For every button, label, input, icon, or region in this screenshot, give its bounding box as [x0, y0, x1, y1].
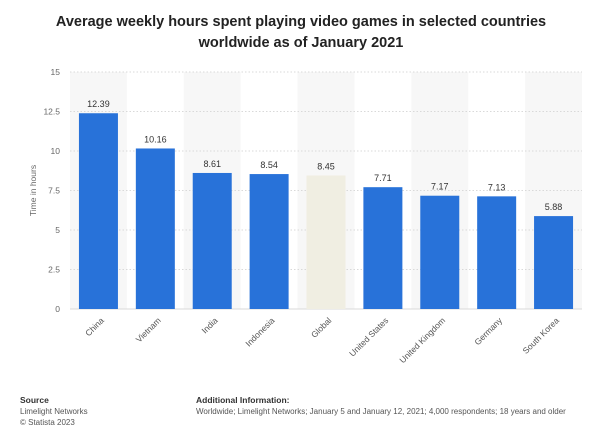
bar — [78, 113, 118, 309]
data-label: 8.45 — [317, 161, 335, 171]
data-label: 7.71 — [374, 173, 392, 183]
x-tick-label: United States — [347, 315, 390, 358]
y-tick-label: 10 — [51, 146, 61, 156]
x-tick-label: United Kingdom — [397, 315, 447, 365]
source-block: Source Limelight Networks © Statista 202… — [20, 395, 88, 428]
bar — [534, 216, 574, 309]
y-tick-label: 7.5 — [48, 186, 60, 196]
bar — [477, 196, 517, 309]
x-tick-label: South Korea — [520, 315, 561, 356]
y-axis-label: Time in hours — [28, 165, 38, 216]
data-label: 5.88 — [545, 202, 563, 212]
bar — [420, 195, 460, 309]
x-tick-label: Vietnam — [134, 315, 163, 344]
data-label: 10.16 — [144, 134, 167, 144]
data-label: 7.13 — [488, 182, 506, 192]
bar — [135, 148, 175, 309]
bar — [192, 172, 232, 309]
additional-info-block: Additional Information: Worldwide; Limel… — [196, 395, 566, 417]
data-label: 8.54 — [260, 160, 278, 170]
bar — [249, 174, 289, 309]
y-tick-label: 5 — [55, 225, 60, 235]
x-tick-label: Germany — [472, 315, 504, 347]
y-tick-label: 2.5 — [48, 265, 60, 275]
data-label: 8.61 — [203, 159, 221, 169]
bar — [363, 187, 403, 309]
y-tick-label: 12.5 — [43, 107, 60, 117]
x-tick-label: Indonesia — [243, 315, 276, 348]
source-line-copyright[interactable]: © Statista 2023 — [20, 418, 75, 427]
additional-info-text: Worldwide; Limelight Networks; January 5… — [196, 407, 566, 416]
chart-title: Average weekly hours spent playing video… — [55, 14, 547, 51]
x-tick-label: China — [83, 315, 106, 338]
x-tick-label: India — [200, 315, 220, 335]
additional-info-heading: Additional Information: — [196, 395, 290, 405]
data-label: 7.17 — [431, 182, 449, 192]
y-tick-label: 0 — [55, 304, 60, 314]
bar — [306, 175, 346, 309]
source-heading: Source — [20, 395, 49, 405]
y-tick-label: 15 — [51, 67, 61, 77]
x-tick-label: Global — [309, 315, 334, 340]
data-label: 12.39 — [87, 99, 110, 109]
source-line-publisher[interactable]: Limelight Networks — [20, 407, 88, 416]
